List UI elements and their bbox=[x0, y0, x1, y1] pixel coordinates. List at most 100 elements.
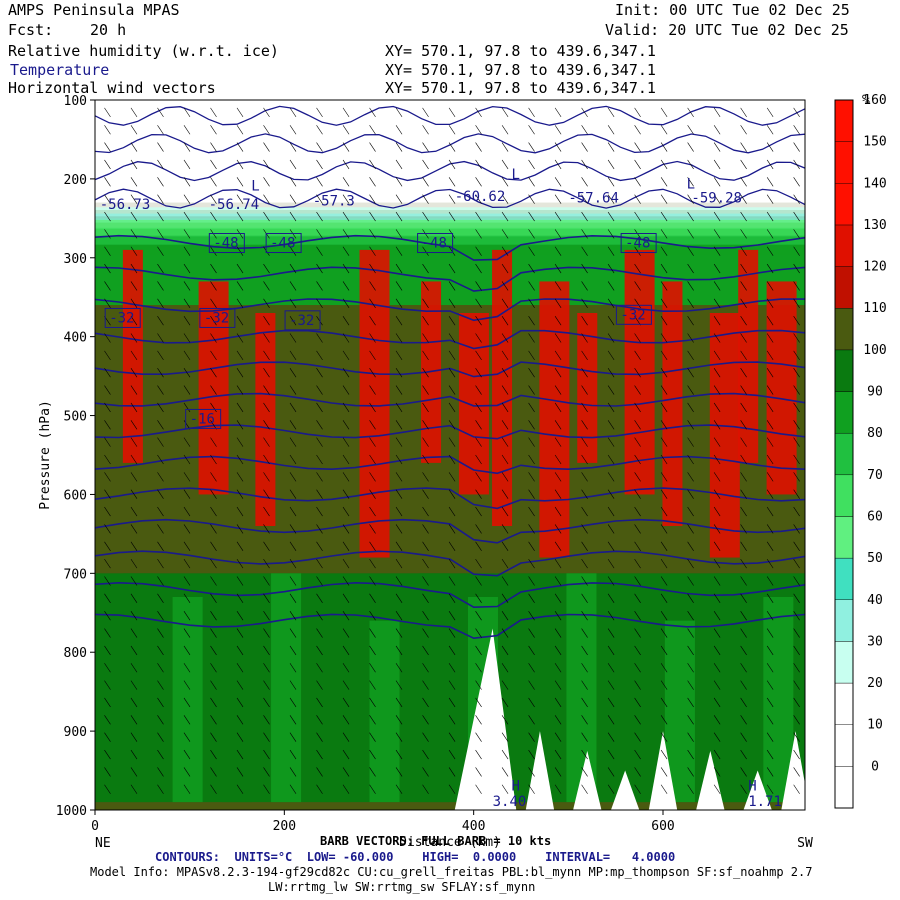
wind-barb bbox=[793, 402, 800, 413]
terrain-peak bbox=[454, 628, 517, 810]
wind-barb bbox=[581, 715, 588, 725]
wind-barb bbox=[395, 333, 403, 343]
wind-barb bbox=[554, 420, 562, 430]
wind-barb bbox=[740, 159, 747, 170]
wind-barb bbox=[475, 420, 482, 430]
wind-barb bbox=[130, 350, 138, 361]
wind-barb bbox=[607, 489, 615, 499]
y-tick-label: 300 bbox=[64, 252, 87, 267]
wind-barb bbox=[316, 454, 323, 465]
wind-barb bbox=[475, 593, 482, 604]
temperature-contour-label: -32 bbox=[204, 310, 229, 326]
pressure-center-label: 1.71 bbox=[748, 794, 782, 810]
wind-barb bbox=[422, 767, 429, 777]
wind-barb bbox=[660, 506, 668, 517]
wind-barb bbox=[422, 506, 429, 517]
wind-barb bbox=[316, 541, 323, 551]
wind-barb bbox=[660, 385, 668, 395]
wind-barb bbox=[660, 593, 668, 604]
wind-barb bbox=[766, 368, 774, 378]
wind-barb bbox=[687, 107, 694, 118]
wind-barb bbox=[634, 715, 641, 725]
wind-barb bbox=[130, 281, 138, 291]
wind-barb bbox=[554, 697, 562, 708]
wind-barb bbox=[395, 281, 403, 291]
wind-barb bbox=[793, 749, 800, 760]
colorbar-swatch bbox=[834, 516, 854, 559]
wind-barb bbox=[210, 107, 217, 118]
temperature-contour bbox=[95, 329, 805, 350]
wind-barb bbox=[183, 263, 191, 274]
wind-barb bbox=[448, 454, 456, 465]
wind-barb bbox=[607, 159, 615, 170]
wind-barb bbox=[581, 177, 588, 187]
wind-barb bbox=[289, 541, 297, 551]
wind-barb bbox=[263, 611, 270, 621]
wind-barb bbox=[422, 628, 429, 638]
wind-barb bbox=[183, 472, 191, 482]
wind-barb bbox=[554, 732, 562, 742]
wind-barb bbox=[475, 663, 482, 673]
wind-barb bbox=[369, 211, 376, 222]
wind-barb bbox=[316, 732, 323, 742]
rh-lower-patch bbox=[271, 573, 302, 803]
colorbar-label: 30 bbox=[867, 634, 883, 649]
wind-barb bbox=[607, 558, 615, 569]
wind-barb bbox=[766, 558, 774, 569]
wind-barb bbox=[528, 263, 535, 274]
wind-barb bbox=[554, 506, 562, 517]
wind-barb bbox=[183, 611, 191, 621]
wind-barb bbox=[713, 524, 721, 534]
wind-barb bbox=[369, 333, 376, 343]
wind-barb bbox=[501, 680, 509, 690]
wind-barb bbox=[210, 125, 217, 135]
wind-barb bbox=[607, 576, 615, 586]
wind-barb bbox=[316, 142, 323, 152]
wind-barb bbox=[422, 784, 429, 794]
wind-barb bbox=[475, 177, 482, 187]
wind-barb bbox=[581, 593, 588, 604]
wind-barb bbox=[528, 350, 535, 361]
wind-barb bbox=[263, 315, 270, 326]
x-axis-label: Distance (km) bbox=[399, 835, 501, 850]
wind-barb bbox=[183, 524, 191, 534]
wind-barb bbox=[342, 767, 350, 777]
wind-barb bbox=[183, 541, 191, 551]
wind-barb bbox=[475, 246, 482, 256]
wind-barb bbox=[316, 281, 323, 291]
wind-barb bbox=[130, 749, 138, 760]
wind-barb bbox=[157, 246, 164, 256]
wind-barb bbox=[475, 645, 482, 656]
wind-barb bbox=[448, 628, 456, 638]
wind-barb bbox=[713, 732, 721, 742]
rh-saturated-streak bbox=[492, 249, 513, 526]
temperature-contour-label: -32 bbox=[289, 313, 314, 329]
wind-barb bbox=[289, 194, 297, 204]
xy-range-3: XY= 570.1, 97.8 to 439.6,347.1 bbox=[385, 79, 656, 97]
wind-barb bbox=[766, 385, 774, 395]
wind-barb bbox=[766, 749, 774, 760]
wind-barb bbox=[607, 767, 615, 777]
wind-barb bbox=[395, 350, 403, 361]
wind-barb bbox=[316, 298, 323, 308]
wind-barb bbox=[501, 420, 509, 430]
wind-barb bbox=[369, 576, 376, 586]
wind-barb bbox=[236, 107, 244, 118]
wind-barb bbox=[263, 472, 270, 482]
wind-barb bbox=[501, 663, 509, 673]
wind-barb bbox=[316, 350, 323, 361]
wind-barb bbox=[475, 125, 482, 135]
wind-barb bbox=[581, 402, 588, 413]
wind-barb bbox=[660, 749, 668, 760]
wind-barb bbox=[554, 194, 562, 204]
wind-barb bbox=[183, 767, 191, 777]
wind-barb bbox=[210, 645, 217, 656]
rh-saturated-streak bbox=[709, 313, 740, 558]
wind-barb bbox=[766, 732, 774, 742]
wind-barb bbox=[422, 211, 429, 222]
wind-barb bbox=[607, 541, 615, 551]
wind-barb bbox=[316, 628, 323, 638]
wind-barb bbox=[263, 333, 270, 343]
wind-barb bbox=[236, 784, 244, 794]
wind-barb bbox=[183, 645, 191, 656]
